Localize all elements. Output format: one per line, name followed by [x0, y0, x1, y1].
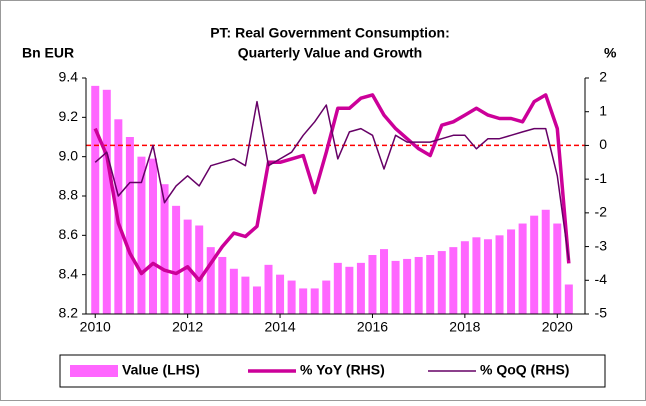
- bar: [137, 156, 146, 314]
- bar: [553, 223, 562, 314]
- bar: [102, 89, 111, 314]
- bar: [333, 262, 342, 314]
- y2-tick-label: -2: [595, 204, 608, 220]
- legend-box: [59, 354, 606, 388]
- bar: [356, 262, 365, 314]
- bar: [252, 286, 261, 314]
- bar: [541, 209, 550, 314]
- bar: [299, 288, 308, 314]
- bar: [287, 280, 296, 314]
- y-tick-label: 9.0: [59, 147, 79, 163]
- bar: [229, 268, 238, 314]
- line-series: [94, 100, 570, 261]
- bar: [426, 255, 435, 314]
- bar: [391, 260, 400, 314]
- bar: [449, 247, 458, 314]
- bar: [530, 215, 539, 314]
- bar: [125, 137, 134, 314]
- legend-label: % QoQ (RHS): [480, 362, 569, 378]
- x-tick-label: 2010: [80, 319, 111, 335]
- y2-tick-label: 2: [599, 69, 607, 85]
- bar: [218, 256, 227, 314]
- x-tick-label: 2014: [264, 319, 295, 335]
- y2-tick-label: 1: [599, 102, 607, 118]
- bar: [345, 266, 354, 314]
- bar: [206, 247, 215, 314]
- x-tick-label: 2020: [542, 319, 573, 335]
- y2-tick-label: -1: [595, 170, 608, 186]
- y-tick-label: 8.6: [59, 226, 79, 242]
- bar: [495, 235, 504, 314]
- bar: [437, 251, 446, 314]
- bar: [414, 256, 423, 314]
- y-tick-label: 9.4: [59, 69, 79, 85]
- y-tick-label: 8.2: [59, 305, 79, 321]
- legend-label: Value (LHS): [122, 362, 200, 378]
- y-tick-label: 9.2: [59, 108, 79, 124]
- bar: [310, 288, 319, 314]
- bar: [322, 280, 331, 314]
- y2-axis-label: %: [604, 45, 617, 61]
- y2-tick-label: -3: [595, 237, 608, 253]
- bar: [91, 85, 100, 314]
- bar: [403, 258, 412, 314]
- bar: [518, 223, 527, 314]
- x-tick-label: 2016: [357, 319, 388, 335]
- legend-swatch: [70, 365, 118, 377]
- bar: [160, 184, 169, 314]
- bar: [264, 264, 273, 314]
- x-tick-label: 2012: [172, 319, 203, 335]
- bar: [195, 225, 204, 314]
- bar: [380, 249, 389, 314]
- bar: [460, 241, 469, 314]
- bar: [148, 158, 157, 314]
- bar: [507, 229, 516, 314]
- y-tick-label: 8.8: [59, 187, 79, 203]
- legend-label: % YoY (RHS): [300, 362, 385, 378]
- bar: [172, 205, 181, 314]
- y2-tick-label: -5: [595, 305, 608, 321]
- y2-tick-label: 0: [599, 136, 607, 152]
- bar: [483, 239, 492, 314]
- chart-title: PT: Real Government Consumption:: [210, 25, 450, 41]
- chart-title: Quarterly Value and Growth: [238, 45, 422, 61]
- y2-tick-label: -4: [595, 271, 608, 287]
- x-tick-label: 2018: [449, 319, 480, 335]
- y-tick-label: 8.4: [59, 265, 79, 281]
- bar: [241, 276, 250, 314]
- bar: [276, 274, 285, 314]
- y-axis-label: Bn EUR: [22, 45, 74, 61]
- bar: [368, 255, 377, 314]
- bar: [564, 284, 573, 314]
- bar: [472, 237, 481, 314]
